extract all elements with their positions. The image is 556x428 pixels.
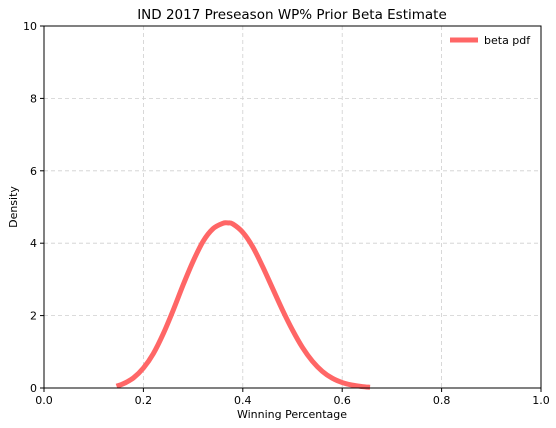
x-tick-label: 1.0 (532, 394, 550, 407)
y-tick-label: 2 (30, 310, 37, 323)
x-tick-label: 0.6 (333, 394, 351, 407)
legend: beta pdf (442, 30, 536, 50)
legend-box (442, 30, 536, 50)
x-tick-label: 0.8 (433, 394, 451, 407)
y-axis-label: Density (7, 186, 20, 228)
y-tick-label: 4 (30, 237, 37, 250)
plot-frame (43, 25, 542, 389)
series-layer (115, 220, 371, 390)
y-tick-label: 10 (23, 20, 37, 33)
x-axis-label: Winning Percentage (237, 408, 347, 421)
x-tick-label: 0.2 (135, 394, 153, 407)
x-tick-label: 0.4 (234, 394, 252, 407)
y-tick-label: 0 (30, 382, 37, 395)
chart-title: IND 2017 Preseason WP% Prior Beta Estima… (137, 7, 447, 23)
series-line-beta-pdf (115, 220, 371, 390)
y-tick-label: 6 (30, 165, 37, 178)
x-axis: 0.0 0.2 0.4 0.6 0.8 1.0 (35, 388, 550, 407)
y-axis: 0 2 4 6 8 10 (23, 20, 44, 395)
x-tick-label: 0.0 (35, 394, 53, 407)
legend-entry-beta-pdf: beta pdf (484, 34, 531, 47)
y-tick-label: 8 (30, 92, 37, 105)
